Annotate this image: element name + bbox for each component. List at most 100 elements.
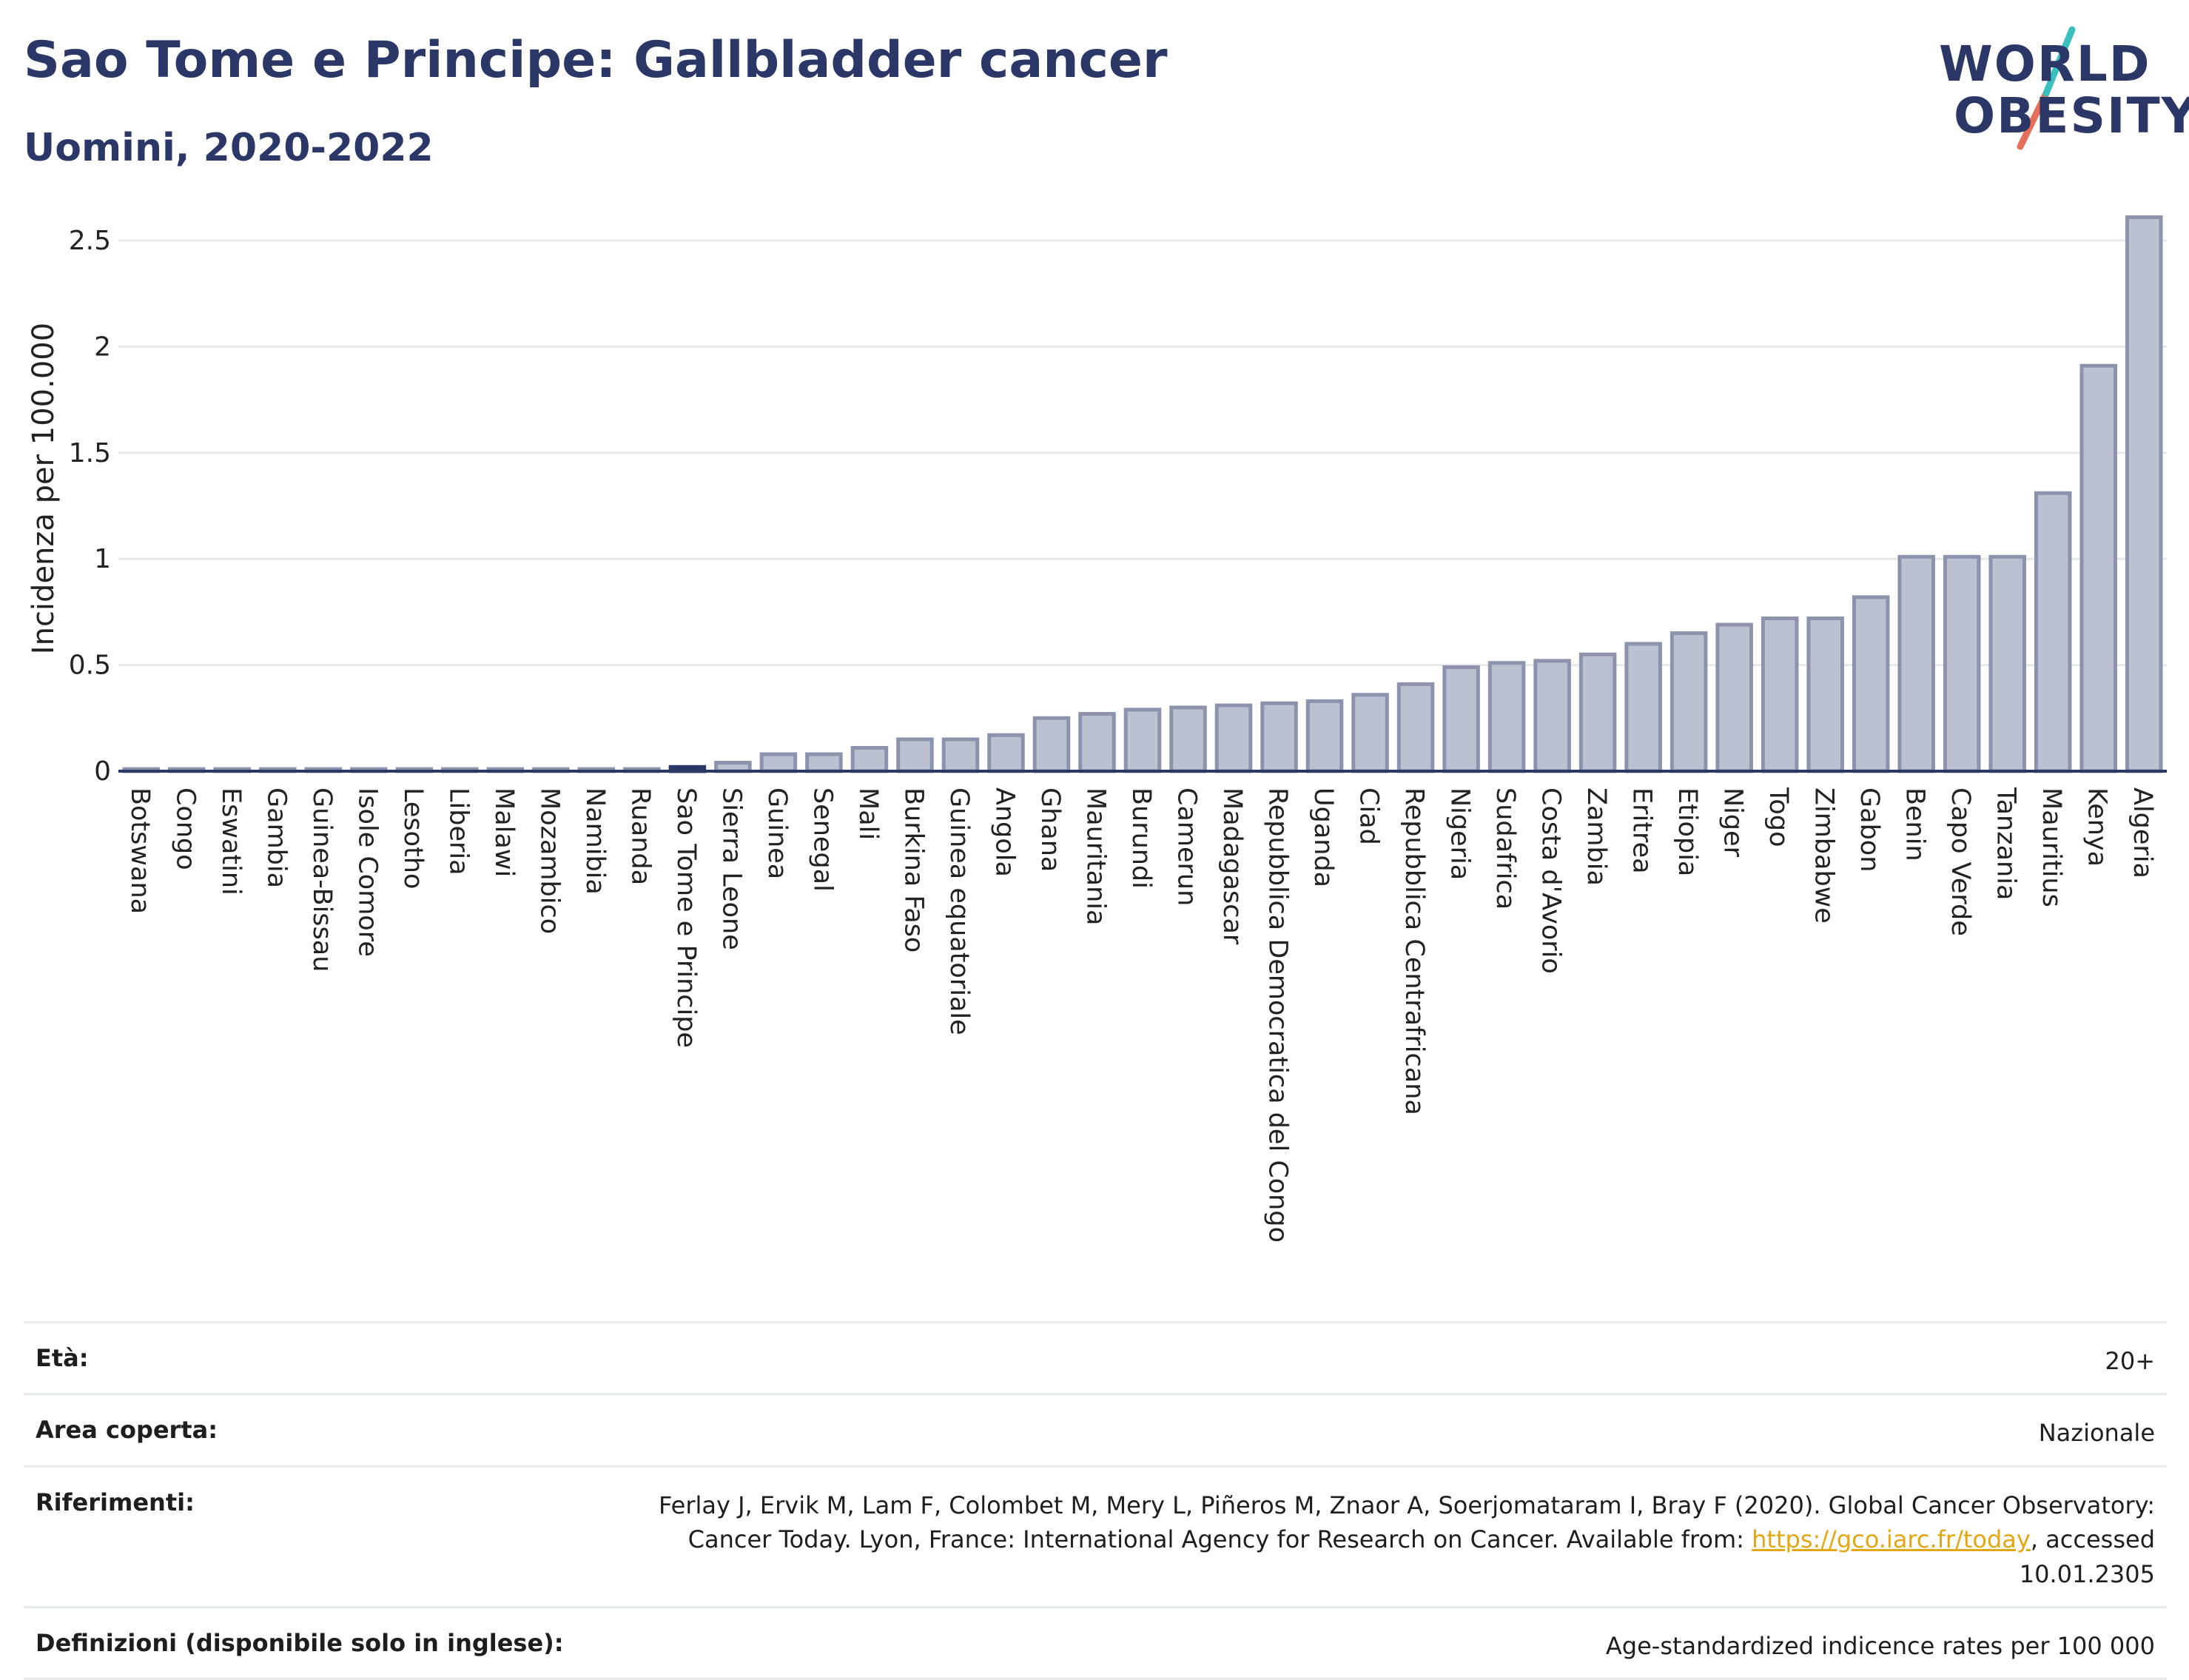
info-row-definitions: Definizioni (disponibile solo in inglese… <box>24 1605 2167 1680</box>
age-value: 20+ <box>2105 1347 2155 1375</box>
page-subtitle: Uomini, 2020-2022 <box>24 126 434 170</box>
x-tick-label: Lesotho <box>398 787 428 889</box>
x-tick-label: Guinea equatoriale <box>944 787 974 1035</box>
references-text: Ferlay J, Ervik M, Lam F, Colombet M, Me… <box>659 1491 2155 1554</box>
bar[interactable] <box>1396 682 1435 773</box>
x-tick-label: Sudafrica <box>1490 787 1520 910</box>
bar[interactable] <box>850 745 889 773</box>
y-axis-ticks: 0 0.5 1 1.5 2 2.5 <box>69 226 111 787</box>
bar[interactable] <box>1487 661 1526 773</box>
x-tick-label: Gambia <box>261 787 291 888</box>
bar[interactable] <box>1078 712 1116 773</box>
logo-slash-icon <box>2017 26 2076 150</box>
definitions-value: Age-standardized indicence rates per 100… <box>1605 1631 2155 1660</box>
bar[interactable] <box>987 733 1025 773</box>
x-tick-label: Sierra Leone <box>716 787 746 950</box>
x-axis-ticks: Botswana Congo Eswatini Gambia Guinea-Bissau… <box>125 787 2157 1243</box>
bar[interactable] <box>1305 699 1344 773</box>
info-row-area: Area coperta: Nazionale <box>24 1393 2167 1465</box>
bar[interactable] <box>1260 701 1298 773</box>
x-tick-label: Malawi <box>489 787 519 877</box>
y-axis-label: Incidenza per 100.000 <box>27 323 61 654</box>
bar[interactable] <box>1533 659 1571 773</box>
bar[interactable] <box>1761 616 1799 773</box>
x-tick-label: Nigeria <box>1445 787 1475 880</box>
gridlines <box>118 239 2167 667</box>
x-tick-label: Mali <box>853 787 883 840</box>
x-tick-label: Mozambico <box>534 787 564 934</box>
y-tick-label: 2.5 <box>69 226 111 256</box>
info-row-references: Riferimenti: Ferlay J, Ervik M, Lam F, C… <box>24 1465 2167 1606</box>
bar[interactable] <box>941 737 980 773</box>
x-tick-label: Angola <box>989 787 1019 877</box>
x-tick-label: Zimbabwe <box>1809 787 1839 924</box>
bar[interactable] <box>1670 631 1708 773</box>
area-label: Area coperta: <box>36 1416 218 1445</box>
x-tick-label: Repubblica Democratica del Congo <box>1263 787 1293 1243</box>
x-tick-label: Gabon <box>1855 787 1884 872</box>
page-title: Sao Tome e Principe: Gallbladder cancer <box>24 31 1168 90</box>
x-tick-label: Guinea-Bissau <box>307 787 337 972</box>
bar[interactable] <box>1351 693 1389 773</box>
x-tick-label: Capo Verde <box>1946 787 1975 936</box>
bar[interactable] <box>2034 491 2072 773</box>
x-tick-label: Ciad <box>1354 787 1384 845</box>
bar[interactable] <box>1897 554 1935 773</box>
x-tick-label: Eswatini <box>216 787 246 896</box>
x-tick-label: Togo <box>1763 787 1793 847</box>
bar[interactable] <box>805 752 843 773</box>
y-tick-label: 1.5 <box>69 438 111 468</box>
x-tick-label: Guinea <box>762 787 792 879</box>
y-tick-label: 2 <box>94 332 111 362</box>
bar[interactable] <box>2079 363 2117 773</box>
x-tick-label: Zambia <box>1581 787 1611 886</box>
references-link[interactable]: https://gco.iarc.fr/today <box>1752 1525 2031 1554</box>
bar[interactable] <box>1806 616 1844 773</box>
bars <box>122 215 2163 773</box>
bar[interactable] <box>1214 703 1253 773</box>
x-tick-label: Mauritius <box>2037 787 2066 907</box>
x-tick-label: Niger <box>1718 787 1748 858</box>
x-tick-label: Benin <box>1900 787 1930 861</box>
age-label: Età: <box>36 1344 89 1372</box>
references-value: Ferlay J, Ervik M, Lam F, Colombet M, Me… <box>601 1488 2155 1591</box>
bar[interactable] <box>1852 595 1890 773</box>
x-tick-label: Eritrea <box>1627 787 1657 874</box>
x-tick-label: Tanzania <box>1991 787 2021 900</box>
x-tick-label: Botswana <box>125 787 155 914</box>
bar[interactable] <box>1624 642 1662 773</box>
bar[interactable] <box>1169 705 1207 773</box>
bar[interactable] <box>1988 554 2026 773</box>
x-tick-label: Algeria <box>2128 787 2157 878</box>
x-tick-label: Isole Comore <box>352 787 382 957</box>
references-suffix: , accessed 10.01.2305 <box>2019 1525 2155 1588</box>
bar[interactable] <box>1943 554 1981 773</box>
area-value: Nazionale <box>2038 1419 2155 1448</box>
bar[interactable] <box>896 737 934 773</box>
bar[interactable] <box>1123 708 1162 773</box>
x-tick-label: Senegal <box>807 787 837 892</box>
info-row-age: Età: 20+ <box>24 1321 2167 1393</box>
bar[interactable] <box>1578 652 1617 773</box>
logo-line-1: WORLD <box>1939 36 2151 93</box>
x-tick-label: Namibia <box>580 787 610 895</box>
references-label: Riferimenti: <box>36 1488 195 1516</box>
bar[interactable] <box>759 752 798 773</box>
x-tick-label: Burkina Faso <box>898 787 928 952</box>
x-tick-label: Repubblica Centrafricana <box>1399 787 1429 1115</box>
bar[interactable] <box>2125 215 2163 773</box>
x-tick-label: Liberia <box>443 787 473 876</box>
bar[interactable] <box>1715 622 1753 773</box>
world-obesity-logo: WORLD OBESITY <box>1924 21 2189 161</box>
y-tick-label: 0.5 <box>69 651 111 681</box>
x-tick-label: Madagascar <box>1217 787 1247 945</box>
x-tick-label: Uganda <box>1308 787 1338 887</box>
x-tick-label: Costa d'Avorio <box>1536 787 1566 974</box>
x-tick-label: Sao Tome e Principe <box>671 787 701 1048</box>
x-tick-label: Mauritania <box>1080 787 1110 925</box>
bar[interactable] <box>1032 716 1071 773</box>
x-tick-label: Congo <box>170 787 200 870</box>
definitions-label: Definizioni (disponibile solo in inglese… <box>36 1628 564 1657</box>
bar[interactable] <box>1442 665 1480 773</box>
y-tick-label: 0 <box>94 756 111 787</box>
